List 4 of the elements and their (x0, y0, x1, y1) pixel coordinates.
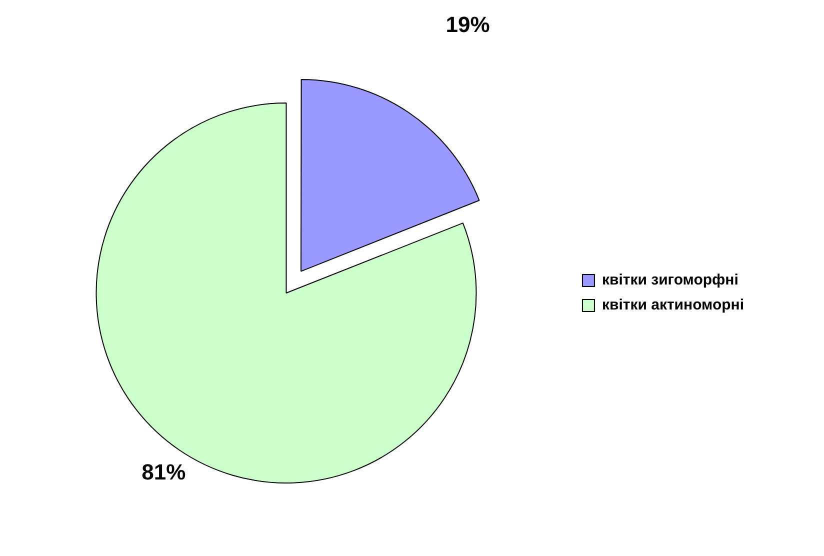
data-label: 81% (142, 459, 186, 484)
data-label: 19% (446, 12, 490, 37)
legend-label: квітки актиноморні (602, 296, 744, 314)
legend-label: квітки зигоморфні (602, 272, 738, 289)
